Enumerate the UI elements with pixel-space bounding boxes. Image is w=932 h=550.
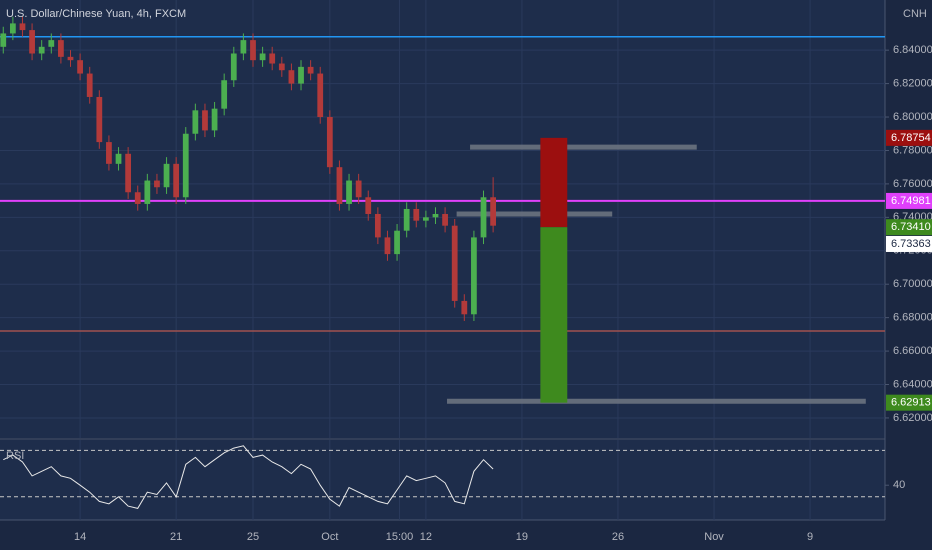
price-tag-label: 6.78754 bbox=[891, 132, 931, 144]
candle-body bbox=[346, 180, 352, 204]
currency-label: CNH bbox=[903, 8, 927, 20]
price-tag bbox=[886, 219, 932, 236]
candle-body bbox=[192, 110, 199, 134]
candle-body bbox=[317, 73, 324, 118]
chart-title: U.S. Dollar/Chinese Yuan, 4h, FXCM bbox=[6, 8, 186, 20]
candle-body bbox=[384, 237, 391, 255]
x-tick-label: 14 bbox=[74, 531, 86, 543]
candle-body bbox=[394, 230, 400, 255]
y-tick-label: 6.82000 bbox=[893, 77, 932, 89]
rsi-line bbox=[3, 445, 494, 509]
candle-body bbox=[480, 197, 487, 238]
candle-body bbox=[432, 213, 439, 218]
stop-zone bbox=[540, 137, 568, 228]
candle-body bbox=[355, 180, 362, 198]
price-tag bbox=[886, 235, 932, 252]
candle-body bbox=[144, 180, 151, 204]
candle-body bbox=[336, 167, 343, 204]
price-tag bbox=[886, 192, 932, 209]
price-tag-label: 6.62913 bbox=[891, 397, 931, 409]
candle-body bbox=[403, 208, 410, 231]
grid bbox=[0, 0, 885, 520]
rsi-title: RSI bbox=[6, 450, 24, 462]
y-tick-label: 6.68000 bbox=[893, 312, 932, 324]
x-tick-label: Nov bbox=[704, 531, 724, 543]
candle-body bbox=[259, 53, 266, 61]
candle-body bbox=[490, 197, 496, 226]
x-tick-label: 19 bbox=[516, 531, 528, 543]
candle-body bbox=[182, 133, 189, 198]
x-tick-label: Oct bbox=[321, 531, 338, 543]
candle-body bbox=[154, 180, 160, 188]
price-tag-label: 6.73363 bbox=[891, 238, 931, 250]
y-tick-label: 6.66000 bbox=[893, 345, 932, 357]
price-tag-label: 6.74981 bbox=[891, 195, 931, 207]
candle-body bbox=[115, 153, 122, 164]
candle-body bbox=[269, 53, 276, 64]
candle-body bbox=[298, 66, 304, 84]
candle-body bbox=[19, 23, 26, 31]
price-tag bbox=[886, 394, 932, 411]
price-tag bbox=[886, 129, 932, 146]
marks bbox=[0, 16, 885, 509]
candle-body bbox=[77, 60, 83, 74]
candle-body bbox=[451, 225, 458, 301]
x-tick-label: 9 bbox=[807, 531, 813, 543]
x-tick-label: 15:00 bbox=[386, 531, 414, 543]
candle-body bbox=[163, 163, 170, 188]
candle-body bbox=[86, 73, 93, 97]
candle-body bbox=[230, 53, 237, 81]
candle-body bbox=[278, 63, 285, 71]
x-tick-label: 26 bbox=[612, 531, 624, 543]
y-tick-label: 6.64000 bbox=[893, 378, 932, 390]
candle-body bbox=[250, 40, 256, 61]
candle-body bbox=[307, 66, 314, 74]
candle-body bbox=[240, 40, 247, 54]
candle-body bbox=[461, 300, 468, 315]
y-tick-label: 6.70000 bbox=[893, 278, 932, 290]
rsi-tick-label: 40 bbox=[893, 479, 905, 491]
x-tick-label: 21 bbox=[170, 531, 182, 543]
candle-body bbox=[96, 96, 103, 143]
candle-body bbox=[106, 142, 112, 164]
labels: U.S. Dollar/Chinese Yuan, 4h, FXCM CNH R… bbox=[6, 8, 932, 543]
candle-body bbox=[288, 70, 295, 84]
candle-body bbox=[211, 108, 218, 131]
y-tick-label: 6.76000 bbox=[893, 178, 932, 190]
rsi-pane bbox=[0, 440, 885, 520]
candle-body bbox=[134, 192, 141, 204]
candle-body bbox=[326, 117, 333, 168]
y-tick-label: 6.80000 bbox=[893, 111, 932, 123]
candle-body bbox=[365, 197, 372, 214]
candle-body bbox=[471, 237, 477, 315]
candle-body bbox=[374, 213, 381, 238]
candle-body bbox=[442, 213, 448, 226]
candle-body bbox=[9, 23, 16, 34]
candle-body bbox=[67, 56, 74, 61]
candle-body bbox=[125, 153, 132, 193]
candle-body bbox=[38, 46, 45, 54]
y-tick-label: 6.78000 bbox=[893, 144, 932, 156]
candle-body bbox=[202, 110, 208, 131]
candle-body bbox=[221, 80, 228, 109]
candle-body bbox=[29, 30, 35, 54]
candle-body bbox=[413, 208, 420, 221]
target-zone bbox=[540, 227, 568, 403]
candle-body bbox=[58, 40, 64, 57]
candle-body bbox=[423, 217, 429, 221]
y-tick-label: 6.84000 bbox=[893, 44, 932, 56]
x-tick-label: 12 bbox=[420, 531, 432, 543]
y-tick-label: 6.62000 bbox=[893, 412, 932, 424]
candle-body bbox=[0, 33, 7, 47]
candle-body bbox=[48, 40, 55, 47]
x-tick-label: 25 bbox=[247, 531, 259, 543]
price-tag-label: 6.73410 bbox=[891, 221, 931, 233]
candle-body bbox=[173, 163, 180, 198]
